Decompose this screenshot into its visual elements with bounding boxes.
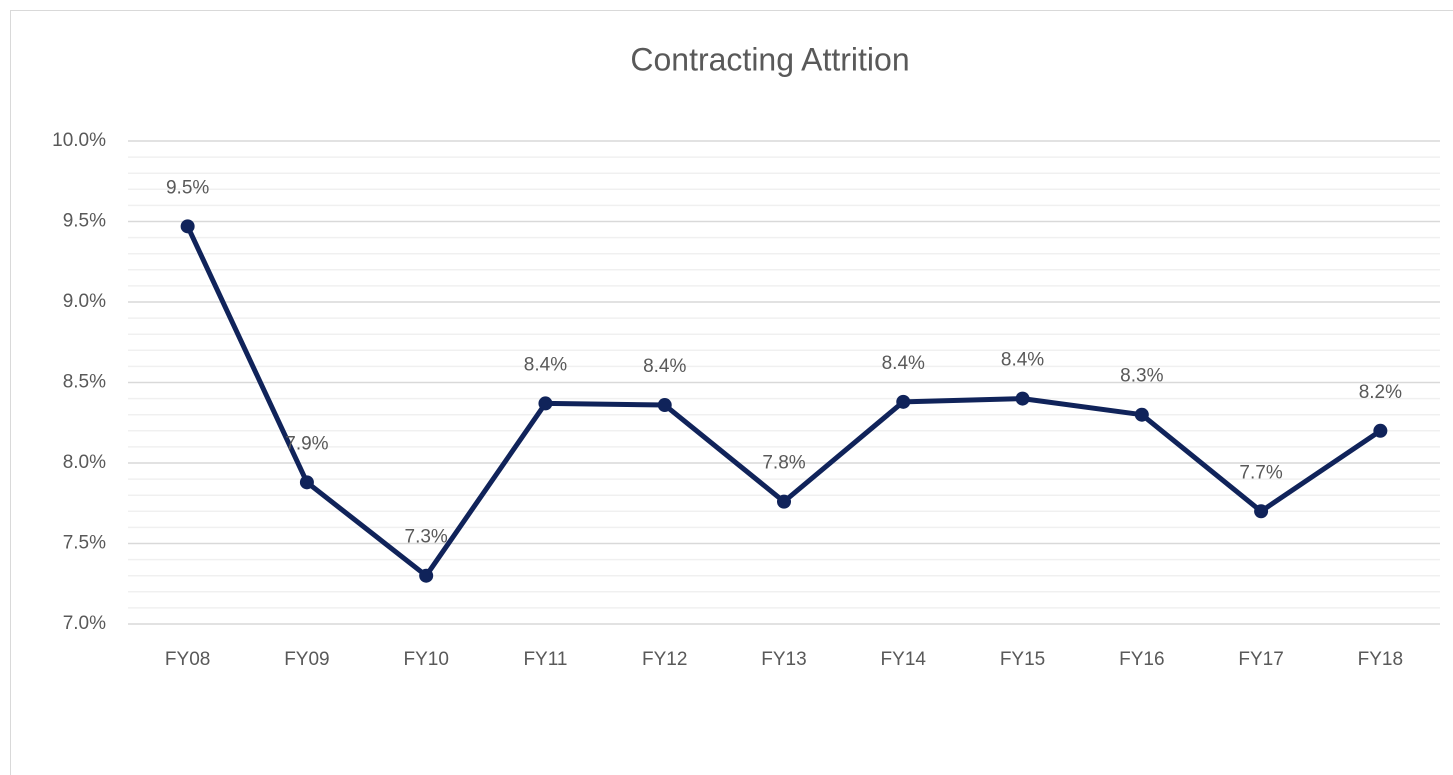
- y-tick-label: 9.5%: [63, 211, 106, 232]
- data-label: 7.9%: [285, 433, 328, 454]
- y-tick-label: 7.5%: [63, 533, 106, 554]
- point: [1015, 391, 1030, 406]
- y-tick-label: 8.0%: [63, 452, 106, 473]
- x-tick-label: FY11: [523, 649, 567, 670]
- chart-title: Contracting Attrition: [630, 41, 909, 77]
- point: [777, 494, 791, 509]
- point: [1373, 423, 1388, 438]
- y-tick-label: 7.0%: [63, 613, 106, 634]
- data-label: 8.4%: [524, 354, 567, 375]
- y-tick-label: 8.5%: [63, 372, 106, 393]
- x-tick-label: FY08: [165, 649, 210, 670]
- y-tick-label: 10.0%: [52, 130, 106, 151]
- x-tick-label: FY10: [403, 649, 448, 670]
- point: [419, 568, 434, 583]
- point: [1134, 407, 1149, 422]
- point: [180, 219, 195, 234]
- point: [657, 398, 672, 413]
- data-label: 8.2%: [1359, 382, 1402, 403]
- data-label: 7.7%: [1239, 462, 1282, 483]
- data-label: 8.3%: [1120, 366, 1163, 387]
- x-tick-label: FY16: [1119, 649, 1164, 670]
- x-tick-label: FY15: [1000, 649, 1045, 670]
- point: [1254, 504, 1269, 519]
- x-tick-label: FY17: [1238, 649, 1283, 670]
- x-tick-label: FY09: [284, 649, 329, 670]
- y-tick-label: 9.0%: [63, 291, 106, 312]
- point: [538, 396, 553, 411]
- chart-frame: [10, 10, 1453, 775]
- data-label: 9.5%: [166, 177, 209, 198]
- point: [299, 475, 314, 490]
- data-label: 8.4%: [1001, 350, 1044, 371]
- data-label: 8.4%: [643, 356, 686, 377]
- x-tick-label: FY18: [1358, 649, 1403, 670]
- data-label: 7.8%: [762, 453, 805, 474]
- x-tick-label: FY14: [881, 649, 927, 670]
- x-tick-label: FY13: [761, 649, 806, 670]
- data-label: 8.4%: [882, 353, 925, 374]
- point: [896, 394, 911, 409]
- x-tick-label: FY12: [642, 649, 687, 670]
- data-label: 7.3%: [405, 527, 448, 548]
